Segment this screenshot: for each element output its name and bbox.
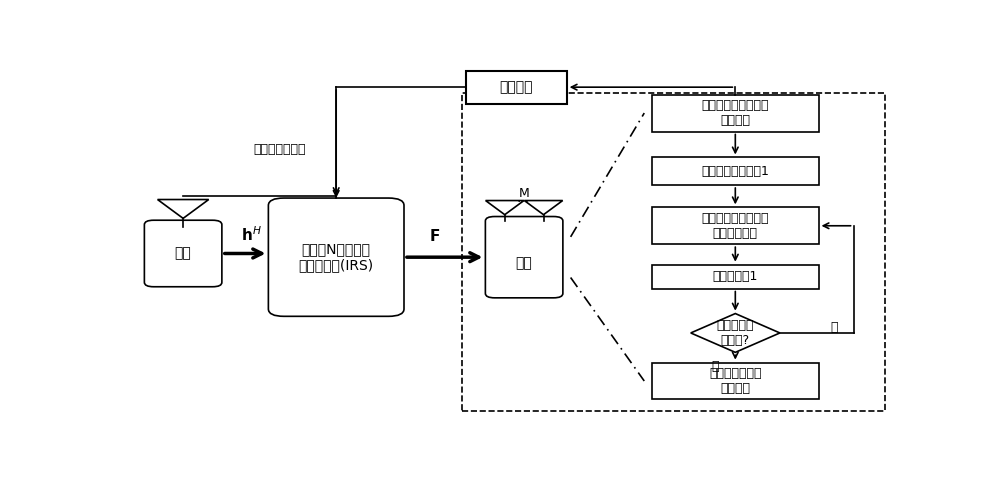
Text: 利用导频估计初始化
级联信道: 利用导频估计初始化 级联信道 bbox=[702, 99, 769, 127]
Text: 相位控制: 相位控制 bbox=[500, 80, 533, 94]
FancyBboxPatch shape bbox=[652, 362, 819, 399]
FancyBboxPatch shape bbox=[652, 95, 819, 132]
Polygon shape bbox=[524, 201, 563, 215]
Bar bbox=[462, 93, 885, 410]
Text: $\mathbf{h}^H$: $\mathbf{h}^H$ bbox=[241, 226, 262, 244]
Polygon shape bbox=[691, 313, 780, 352]
Text: 输出级联信道最
终估计值: 输出级联信道最 终估计值 bbox=[709, 367, 762, 395]
Text: 基站: 基站 bbox=[516, 256, 532, 270]
FancyBboxPatch shape bbox=[652, 157, 819, 185]
FancyBboxPatch shape bbox=[485, 216, 563, 298]
Text: 将迭代次数设置为1: 将迭代次数设置为1 bbox=[701, 165, 769, 178]
Text: 迭代次数加1: 迭代次数加1 bbox=[713, 270, 758, 283]
Text: 配备有N个单元的
智能反射面(IRS): 配备有N个单元的 智能反射面(IRS) bbox=[299, 242, 374, 272]
Text: M: M bbox=[519, 187, 530, 200]
Polygon shape bbox=[486, 201, 524, 215]
Polygon shape bbox=[158, 200, 209, 218]
Text: $\mathbf{F}$: $\mathbf{F}$ bbox=[429, 228, 441, 244]
Text: 用户: 用户 bbox=[175, 247, 192, 261]
Text: 导频和数据符号: 导频和数据符号 bbox=[254, 143, 306, 156]
Text: 是: 是 bbox=[712, 360, 719, 372]
FancyBboxPatch shape bbox=[652, 207, 819, 244]
Text: 利用半盲估计得到级
联信道更新值: 利用半盲估计得到级 联信道更新值 bbox=[702, 212, 769, 240]
FancyBboxPatch shape bbox=[144, 220, 222, 287]
Text: 满足迭代终
止条件?: 满足迭代终 止条件? bbox=[717, 319, 754, 347]
FancyBboxPatch shape bbox=[652, 264, 819, 288]
Text: 否: 否 bbox=[830, 321, 838, 334]
FancyBboxPatch shape bbox=[268, 198, 404, 316]
FancyBboxPatch shape bbox=[466, 71, 567, 104]
Text: ···: ··· bbox=[516, 195, 529, 209]
